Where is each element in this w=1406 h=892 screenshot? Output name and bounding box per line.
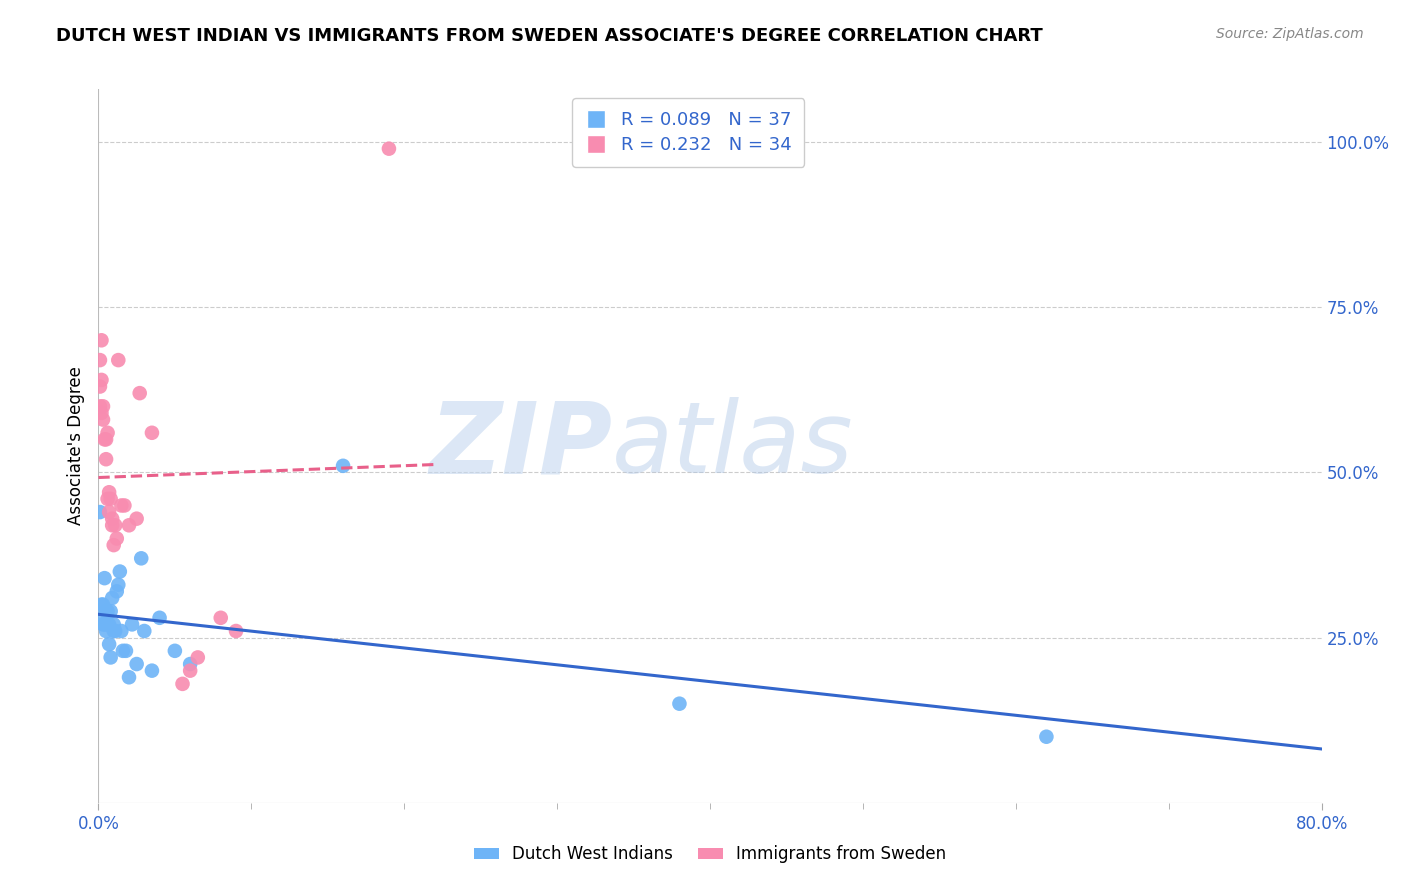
Point xyxy=(129,551,152,566)
Point xyxy=(125,511,148,525)
Point xyxy=(118,518,141,533)
Point xyxy=(121,617,143,632)
Point xyxy=(98,617,121,632)
Text: Source: ZipAtlas.com: Source: ZipAtlas.com xyxy=(1216,27,1364,41)
Point xyxy=(179,657,201,671)
Point xyxy=(105,532,128,546)
Point xyxy=(112,499,135,513)
Point xyxy=(94,624,117,638)
Point xyxy=(89,353,111,368)
Point xyxy=(110,624,132,638)
Text: atlas: atlas xyxy=(612,398,853,494)
Point xyxy=(172,677,194,691)
Point xyxy=(134,624,156,638)
Point xyxy=(187,650,209,665)
Point xyxy=(103,617,125,632)
Point xyxy=(378,142,401,156)
Point xyxy=(101,511,124,525)
Point xyxy=(100,491,122,506)
Point xyxy=(94,604,117,618)
Point xyxy=(89,400,111,414)
Point xyxy=(125,657,148,671)
Point xyxy=(90,333,112,347)
Point xyxy=(105,584,128,599)
Point xyxy=(97,604,120,618)
Point xyxy=(94,433,117,447)
Legend: Dutch West Indians, Immigrants from Sweden: Dutch West Indians, Immigrants from Swed… xyxy=(460,832,960,877)
Point xyxy=(93,571,115,585)
Point xyxy=(115,644,138,658)
Point xyxy=(108,565,131,579)
Point xyxy=(94,452,117,467)
Point xyxy=(101,591,124,605)
Point xyxy=(141,664,163,678)
Point xyxy=(98,505,121,519)
Point xyxy=(332,458,354,473)
Point xyxy=(103,624,125,638)
Point xyxy=(98,637,121,651)
Point xyxy=(90,598,112,612)
Point xyxy=(100,604,122,618)
Point xyxy=(101,518,124,533)
Point xyxy=(89,379,111,393)
Point xyxy=(209,611,232,625)
Point xyxy=(149,611,172,625)
Point xyxy=(97,425,120,440)
Point xyxy=(91,598,114,612)
Point xyxy=(90,611,112,625)
Point xyxy=(104,624,127,638)
Point xyxy=(110,499,132,513)
Point xyxy=(179,664,201,678)
Point xyxy=(90,373,112,387)
Point xyxy=(118,670,141,684)
Point xyxy=(107,353,129,368)
Point xyxy=(668,697,690,711)
Point xyxy=(91,400,114,414)
Point xyxy=(104,518,127,533)
Point xyxy=(97,491,120,506)
Point xyxy=(141,425,163,440)
Point xyxy=(100,650,122,665)
Point xyxy=(98,485,121,500)
Point xyxy=(89,505,111,519)
Point xyxy=(225,624,247,638)
Text: DUTCH WEST INDIAN VS IMMIGRANTS FROM SWEDEN ASSOCIATE'S DEGREE CORRELATION CHART: DUTCH WEST INDIAN VS IMMIGRANTS FROM SWE… xyxy=(56,27,1043,45)
Point xyxy=(128,386,150,401)
Y-axis label: Associate's Degree: Associate's Degree xyxy=(66,367,84,525)
Point xyxy=(93,433,115,447)
Point xyxy=(111,644,134,658)
Point xyxy=(90,406,112,420)
Point xyxy=(1035,730,1057,744)
Point xyxy=(91,617,114,632)
Point xyxy=(93,617,115,632)
Point xyxy=(107,578,129,592)
Point xyxy=(97,617,120,632)
Point xyxy=(103,538,125,552)
Text: ZIP: ZIP xyxy=(429,398,612,494)
Point xyxy=(91,412,114,426)
Point xyxy=(163,644,186,658)
